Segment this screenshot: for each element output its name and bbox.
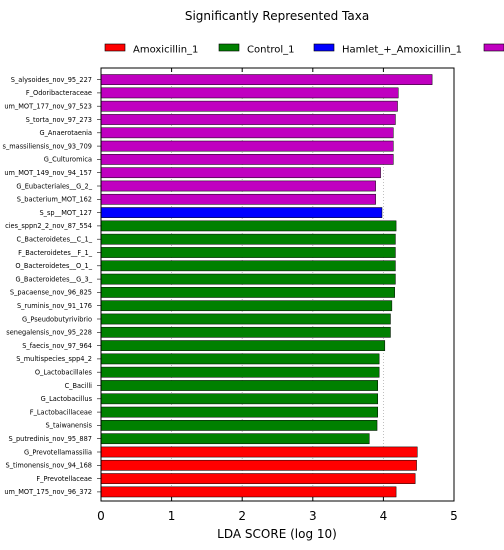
category-label: O_Bacteroidetes__O_1_ <box>15 262 92 270</box>
category-label: C_Bacilli <box>65 382 93 390</box>
legend-label: Hamlet_+_Amoxicillin_1 <box>342 45 462 56</box>
category-label: um_MOT_177_nov_97_523 <box>4 103 92 111</box>
bar <box>100 420 378 431</box>
bar <box>100 180 376 192</box>
plot-area: S_alysoides_nov_95_227 F_Odoribacteraceae… <box>3 67 458 523</box>
category-label: F_Bacteroidetes__F_1_ <box>18 249 93 257</box>
legend-swatch <box>313 43 335 52</box>
bar <box>100 140 394 152</box>
bar <box>100 207 383 218</box>
x-tick-label: 3 <box>309 509 317 523</box>
bar <box>100 433 370 445</box>
category-label: S_multispecies_spp4_2 <box>16 355 92 363</box>
bar <box>100 74 433 85</box>
x-tick-label: 0 <box>97 509 105 523</box>
category-label: S_bacterium_MOT_162 <box>17 196 92 204</box>
bar <box>100 353 380 365</box>
category-label: S_alysoides_nov_95_227 <box>11 76 92 84</box>
bar <box>100 273 396 285</box>
bar <box>100 233 396 245</box>
category-label: S_faecis_nov_97_964 <box>22 342 92 350</box>
category-label: senegalensis_nov_95_228 <box>6 329 92 337</box>
legend-label: Amoxicillin_1 <box>133 45 198 56</box>
category-label: O_Lactobacillales <box>35 369 93 377</box>
category-label: G_Eubacteriales__G_2_ <box>16 182 92 190</box>
category-label: S_ruminis_nov_91_176 <box>17 302 92 310</box>
bar <box>100 87 399 99</box>
bar <box>100 154 394 165</box>
x-tick-label: 4 <box>380 509 388 523</box>
bar <box>100 300 393 312</box>
bar <box>100 380 379 391</box>
bar <box>100 340 386 351</box>
legend: Amoxicillin_1 Control_1 Hamlet_+_Amoxicill… <box>104 43 504 56</box>
bars <box>100 74 433 498</box>
category-label: C_Bacteroidetes__C_1_ <box>17 236 93 244</box>
bar <box>100 193 376 205</box>
category-label: s_massiliensis_nov_93_709 <box>3 142 92 150</box>
bar <box>100 366 380 378</box>
category-label: um_MOT_149_nov_94_157 <box>4 169 92 177</box>
category-label: S_taiwanensis <box>46 422 93 430</box>
bar <box>100 127 394 139</box>
x-tick-label: 2 <box>238 509 246 523</box>
bar <box>100 326 391 338</box>
category-label: um_MOT_175_nov_96_372 <box>4 488 92 496</box>
bar <box>100 114 396 125</box>
bar <box>100 247 396 258</box>
bar <box>100 260 396 272</box>
category-label: G_Prevotellamassilia <box>24 448 92 456</box>
category-label: S_pacaense_nov_96_825 <box>10 289 92 297</box>
bar <box>100 167 381 179</box>
bar <box>100 486 397 498</box>
category-label: F_Prevotellaceae <box>36 475 92 483</box>
category-label: S_timonensis_nov_94_168 <box>6 462 92 470</box>
bar <box>100 313 391 325</box>
category-label: G_Lactobacillus <box>41 395 93 403</box>
category-label: G_Pseudobutyrivibrio <box>22 315 92 323</box>
bar <box>100 220 397 232</box>
category-label: G_Bacteroidetes__G_3_ <box>16 275 93 283</box>
category-labels: S_alysoides_nov_95_227 F_Odoribacteraceae… <box>3 76 101 496</box>
category-label: S_torta_nov_97_273 <box>26 116 92 124</box>
category-label: S_sp__MOT_127 <box>40 209 93 217</box>
bar <box>100 100 398 112</box>
bar <box>100 393 379 405</box>
legend-label: Control_1 <box>247 45 295 56</box>
category-label: cies_sppn2_2_nov_87_554 <box>5 222 92 230</box>
chart-title: Significantly Represented Taxa <box>185 9 369 23</box>
legend-swatch <box>218 43 240 52</box>
category-label: F_Lactobacillaceae <box>30 408 92 416</box>
bar <box>100 406 379 418</box>
legend-swatch <box>104 43 126 52</box>
legend-swatch <box>483 43 504 52</box>
bar <box>100 459 417 471</box>
category-label: G_Anaerotaenia <box>39 129 92 137</box>
category-label: G_Culturomica <box>44 156 92 164</box>
bar <box>100 473 416 484</box>
bar <box>100 446 418 458</box>
plot-frame <box>100 67 455 502</box>
category-label: S_putredinis_nov_95_887 <box>8 435 92 443</box>
x-tick-label: 5 <box>450 509 458 523</box>
x-tick-label: 1 <box>168 509 176 523</box>
category-label: F_Odoribacteraceae <box>26 89 92 97</box>
x-axis-label: LDA SCORE (log 10) <box>217 527 337 541</box>
bar <box>100 287 395 298</box>
